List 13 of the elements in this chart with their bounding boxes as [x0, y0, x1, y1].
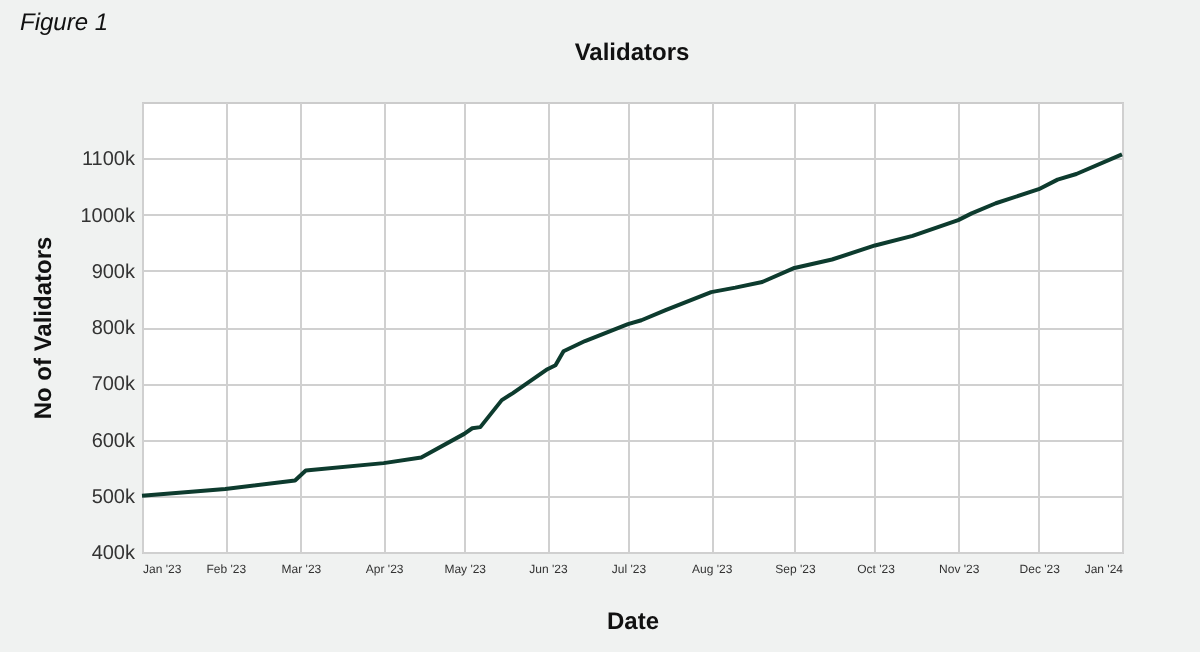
- y-tick-label: 1100k: [81, 149, 137, 172]
- y-tick-label: 900k: [91, 261, 137, 284]
- caption: Figure 1: [20, 8, 109, 36]
- y-tick-label: 1000k: [80, 205, 137, 228]
- line-series: [140, 152, 1124, 498]
- y-tick-label: 400k: [91, 543, 137, 565]
- chart-title: Validators: [574, 38, 691, 66]
- y-axis-title: No of Validators: [28, 236, 57, 420]
- x-axis-title: Date: [606, 607, 660, 635]
- y-tick-label: 500k: [91, 486, 137, 509]
- y-tick-label: 600k: [91, 430, 137, 453]
- y-tick-label: 700k: [91, 374, 137, 397]
- y-tick-label: 800k: [91, 318, 137, 340]
